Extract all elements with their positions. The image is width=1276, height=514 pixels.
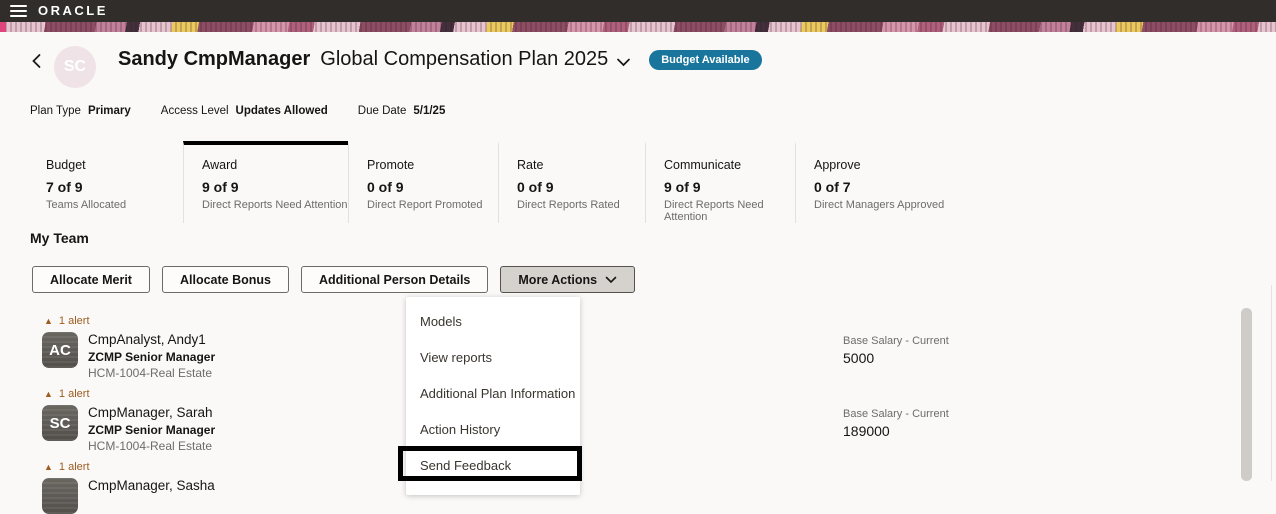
alert-indicator: ▲ 1 alert <box>42 461 1022 473</box>
warning-triangle-icon: ▲ <box>44 461 53 472</box>
avatar: SC <box>42 405 78 441</box>
due-date: Due Date 5/1/25 <box>358 105 446 117</box>
more-actions-menu: Models View reports Additional Plan Info… <box>406 297 580 495</box>
tab-award[interactable]: Award 9 of 9 Direct Reports Need Attenti… <box>183 141 348 223</box>
person-row-role: ZCMP Senior Manager <box>88 423 216 437</box>
avatar <box>42 478 78 514</box>
menu-item-models[interactable]: Models <box>420 313 462 329</box>
person-row-role: ZCMP Senior Manager <box>88 350 216 364</box>
alert-indicator: ▲ 1 alert <box>42 388 1022 400</box>
access-level-value: Updates Allowed <box>235 105 328 117</box>
more-actions-button[interactable]: More Actions <box>500 266 636 293</box>
access-level-label: Access Level <box>160 105 229 117</box>
my-team-heading: My Team <box>30 230 89 246</box>
back-button[interactable] <box>28 52 46 70</box>
menu-item-action-history[interactable]: Action History <box>420 421 501 437</box>
person-name: Sandy CmpManager <box>118 48 311 70</box>
person-row-name: CmpManager, Sarah <box>88 405 213 420</box>
status-badge: Budget Available <box>649 49 762 70</box>
oracle-logo: ORACLE <box>38 3 108 18</box>
person-row-org: HCM-1004-Real Estate <box>88 439 213 453</box>
alert-count: 1 alert <box>58 461 90 473</box>
decorative-banner <box>0 22 1276 32</box>
access-level: Access Level Updates Allowed <box>161 105 328 117</box>
due-date-label: Due Date <box>357 105 407 117</box>
tab-rate[interactable]: Rate 0 of 9 Direct Reports Rated <box>498 141 645 223</box>
header-avatar: SC <box>54 46 96 88</box>
tab-approve[interactable]: Approve 0 of 7 Direct Managers Approved <box>795 141 955 223</box>
due-date-value: 5/1/25 <box>413 105 446 117</box>
vertical-scrollbar[interactable] <box>1241 308 1252 481</box>
app-top-bar: ORACLE <box>0 0 1276 22</box>
menu-item-additional-plan-information[interactable]: Additional Plan Information <box>420 385 576 401</box>
base-salary-field: Base Salary - Current 5000 <box>843 335 949 366</box>
menu-item-view-reports[interactable]: View reports <box>420 349 493 365</box>
table-row[interactable]: ▲ 1 alert AC CmpAnalyst, Andy1 ZCMP Seni… <box>42 315 1022 380</box>
additional-person-details-button[interactable]: Additional Person Details <box>300 266 489 293</box>
person-row-name: CmpAnalyst, Andy1 <box>88 332 206 347</box>
base-salary-field: Base Salary - Current 189000 <box>843 408 949 439</box>
plan-task-tabs: Budget 7 of 9 Teams Allocated Award 9 of… <box>28 141 955 223</box>
chevron-down-icon <box>605 276 617 284</box>
page-title: Sandy CmpManager Global Compensation Pla… <box>118 48 762 71</box>
menu-item-send-feedback[interactable]: Send Feedback <box>420 457 512 473</box>
alert-count: 1 alert <box>58 388 90 400</box>
tab-budget[interactable]: Budget 7 of 9 Teams Allocated <box>46 158 127 211</box>
header-avatar-initials: SC <box>63 58 87 75</box>
plan-type-label: Plan Type <box>30 105 81 117</box>
hamburger-menu-icon[interactable] <box>10 5 27 17</box>
person-row-org: HCM-1004-Real Estate <box>88 366 213 380</box>
panel-edge-divider <box>1271 285 1272 481</box>
plan-switcher-chevron-down-icon[interactable] <box>616 57 631 67</box>
warning-triangle-icon: ▲ <box>44 388 53 399</box>
table-row[interactable]: ▲ 1 alert SC CmpManager, Sarah ZCMP Seni… <box>42 388 1022 453</box>
alert-count: 1 alert <box>58 315 90 327</box>
plan-meta-row: Plan Type Primary Access Level Updates A… <box>30 105 445 117</box>
plan-type: Plan Type Primary <box>30 105 131 117</box>
tab-communicate[interactable]: Communicate 9 of 9 Direct Reports Need A… <box>645 141 795 223</box>
allocate-bonus-button[interactable]: Allocate Bonus <box>161 266 289 293</box>
team-actions-toolbar: Allocate Merit Allocate Bonus Additional… <box>32 266 636 293</box>
alert-indicator: ▲ 1 alert <box>42 315 1022 327</box>
person-row-name: CmpManager, Sasha <box>88 478 215 493</box>
tab-promote[interactable]: Promote 0 of 9 Direct Report Promoted <box>348 141 498 223</box>
allocate-merit-button[interactable]: Allocate Merit <box>32 266 150 293</box>
warning-triangle-icon: ▲ <box>44 315 53 326</box>
plan-title: Global Compensation Plan 2025 <box>320 48 609 70</box>
plan-type-value: Primary <box>87 105 131 117</box>
avatar: AC <box>42 332 78 368</box>
